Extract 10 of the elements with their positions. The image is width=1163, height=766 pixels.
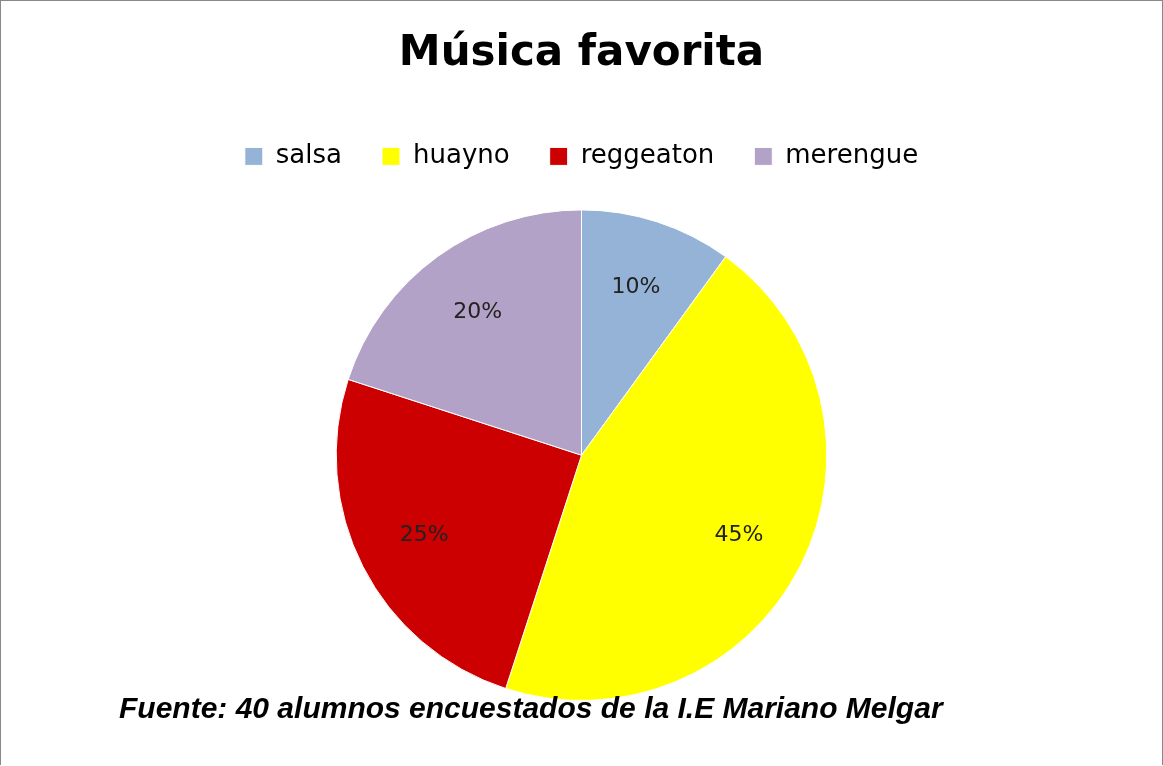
legend-label: salsa [275,139,342,170]
data-label: 25% [399,521,449,547]
data-label: 45% [714,521,764,547]
chart-title: Música favorita [398,26,765,76]
legend-label: merengue [785,139,919,170]
legend-label: huayno [413,139,510,170]
legend-label: reggeaton [580,139,715,170]
data-label: 20% [453,298,503,324]
source-note: Fuente: 40 alumnos encuestados de la I.E Mariano Melgar [119,691,943,725]
data-label: 10% [611,272,661,298]
